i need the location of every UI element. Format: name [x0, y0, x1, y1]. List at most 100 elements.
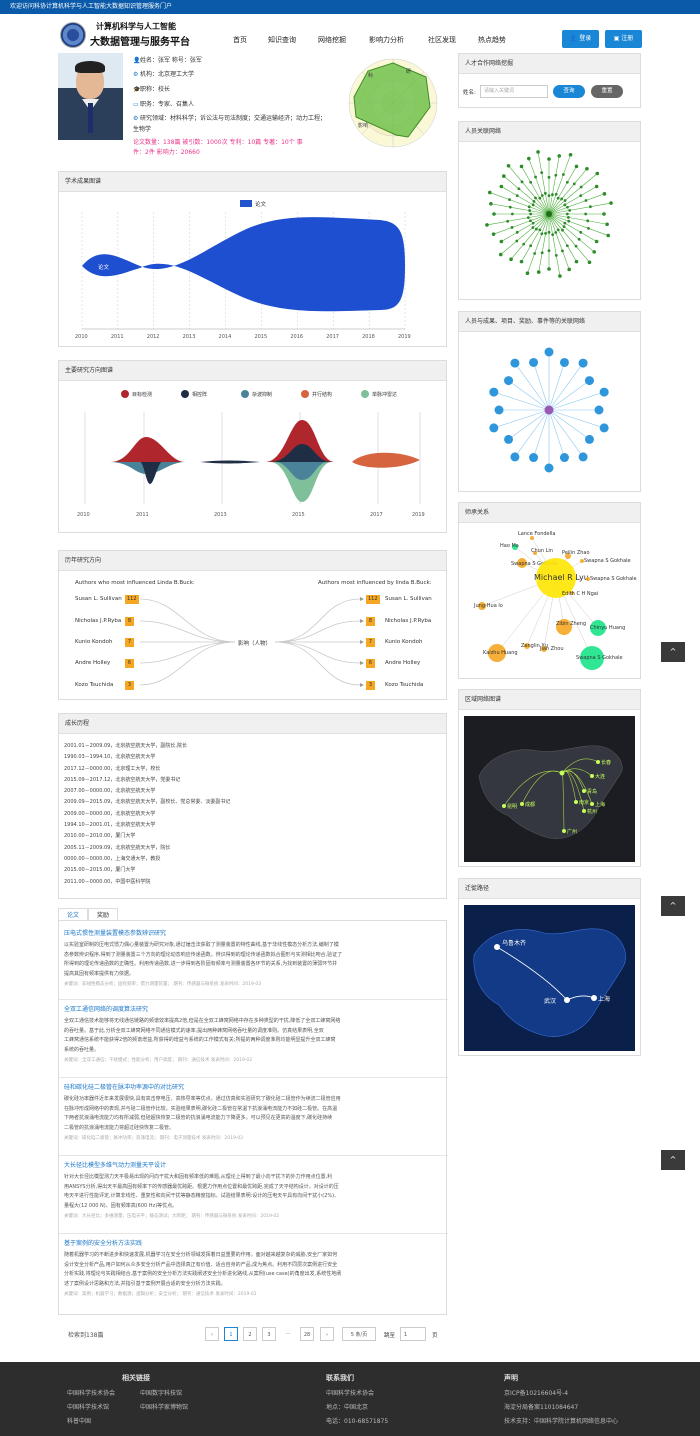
entity-node[interactable]	[529, 453, 539, 463]
influencer-name[interactable]: Kunio Kondoh	[75, 639, 113, 645]
network-node[interactable]	[547, 267, 551, 271]
entity-node[interactable]	[559, 453, 569, 463]
network-node[interactable]	[602, 192, 607, 196]
mentor-node[interactable]	[536, 558, 576, 598]
city-dot[interactable]	[574, 800, 578, 804]
prev-page-button[interactable]: ‹	[205, 1327, 219, 1341]
network-node[interactable]	[558, 274, 562, 278]
register-button[interactable]: ▣ 注册	[605, 30, 642, 48]
paper-title[interactable]: 全双工通信网络的调度算法研究	[64, 1006, 149, 1013]
nav-trend[interactable]: 热点趋势	[478, 36, 506, 44]
footer-link[interactable]: 中国数字科技馆	[140, 1390, 183, 1397]
paper-title[interactable]: 硅和碳化硅二极管在脉冲功率源中的对比研究	[64, 1084, 185, 1091]
mentor-node[interactable]	[517, 558, 527, 568]
mentor-node[interactable]	[541, 646, 547, 652]
city-dot[interactable]	[502, 804, 506, 808]
page-number[interactable]: 3	[262, 1327, 276, 1341]
influencer-name[interactable]: Nicholas J.P.Ryba	[75, 618, 122, 624]
mentor-node[interactable]	[590, 620, 606, 636]
mentor-node[interactable]	[530, 536, 534, 540]
city-dot[interactable]	[590, 774, 594, 778]
next-page-button[interactable]: ›	[320, 1327, 334, 1341]
entity-node[interactable]	[594, 405, 604, 415]
influenced-name[interactable]: Susan L. Sullivan	[385, 596, 432, 602]
city-dot[interactable]	[562, 829, 566, 833]
city-dot[interactable]	[590, 802, 594, 806]
network-node[interactable]	[536, 150, 540, 154]
reset-button[interactable]: 重置	[591, 85, 623, 98]
entity-node[interactable]	[489, 387, 499, 397]
mentor-node[interactable]	[488, 644, 506, 662]
network-node[interactable]	[568, 152, 573, 157]
paper-title[interactable]: 大长径比模型多维气动力测量天平设计	[64, 1162, 167, 1169]
nav-network[interactable]: 网络挖掘	[318, 36, 346, 44]
network-node[interactable]	[595, 171, 600, 176]
network-node[interactable]	[525, 271, 530, 276]
network-node[interactable]	[606, 233, 611, 238]
login-button[interactable]: 👤 登录	[562, 30, 599, 48]
entity-node[interactable]	[494, 405, 504, 415]
network-node[interactable]	[574, 259, 579, 264]
page-size-select[interactable]: 5 条/页	[342, 1327, 376, 1341]
query-button[interactable]: 查询	[553, 85, 585, 98]
entity-node[interactable]	[510, 358, 520, 368]
mentor-node[interactable]	[565, 553, 571, 559]
entity-node[interactable]	[584, 434, 594, 444]
network-node[interactable]	[489, 201, 493, 206]
network-node[interactable]	[605, 222, 609, 227]
network-node[interactable]	[602, 212, 606, 216]
influencer-name[interactable]: Kozo Tsuchida	[75, 682, 114, 688]
network-node[interactable]	[536, 270, 541, 274]
network-node[interactable]	[527, 156, 531, 161]
entity-node[interactable]	[529, 357, 539, 367]
center-node[interactable]	[544, 405, 554, 415]
footer-link[interactable]: 科普中国	[67, 1418, 92, 1425]
network-node[interactable]	[492, 212, 496, 216]
network-node[interactable]	[506, 163, 511, 168]
network-node[interactable]	[509, 257, 513, 261]
entity-node[interactable]	[578, 452, 588, 462]
mentor-node[interactable]	[478, 602, 486, 610]
page-number[interactable]: 1	[224, 1327, 238, 1341]
scroll-top-button[interactable]: ^	[661, 896, 685, 916]
network-node[interactable]	[502, 174, 506, 178]
logo-emblem-icon[interactable]	[60, 22, 86, 48]
influencer-name[interactable]: Andre Holley	[75, 660, 111, 666]
city-dot[interactable]	[596, 760, 600, 764]
network-node[interactable]	[587, 260, 592, 265]
scroll-top-button[interactable]: ^	[661, 1150, 685, 1170]
nav-home[interactable]: 首页	[233, 36, 247, 44]
paper-title[interactable]: 基于案例的安全分析方法实践	[64, 1240, 143, 1247]
entity-node[interactable]	[599, 423, 609, 433]
mentor-node[interactable]	[570, 591, 574, 595]
network-node[interactable]	[594, 239, 599, 244]
influenced-name[interactable]: Kunio Kondoh	[385, 639, 423, 645]
city-dot[interactable]	[582, 809, 586, 813]
network-node[interactable]	[567, 267, 571, 272]
influenced-name[interactable]: Kozo Tsuchida	[385, 682, 424, 688]
influenced-name[interactable]: Andre Holley	[385, 660, 421, 666]
network-node[interactable]	[557, 154, 562, 158]
network-node[interactable]	[519, 164, 524, 169]
page-number[interactable]: 28	[300, 1327, 314, 1341]
mentor-node[interactable]	[586, 577, 590, 581]
mentor-node[interactable]	[512, 544, 518, 550]
network-node[interactable]	[499, 239, 504, 244]
nav-community[interactable]: 社区发现	[428, 36, 456, 44]
network-node[interactable]	[498, 252, 503, 257]
mentor-node[interactable]	[533, 551, 537, 555]
network-node[interactable]	[519, 259, 524, 264]
network-node[interactable]	[594, 184, 599, 189]
mentor-node[interactable]	[524, 643, 530, 649]
entity-node[interactable]	[504, 434, 514, 444]
network-node[interactable]	[547, 157, 551, 161]
entity-node[interactable]	[510, 452, 520, 462]
nav-knowledge[interactable]: 知识查询	[268, 36, 296, 44]
page-number[interactable]: 2	[243, 1327, 257, 1341]
network-node[interactable]	[499, 184, 504, 189]
mentor-node[interactable]	[580, 559, 584, 563]
footer-link[interactable]: 中国科学技术馆	[67, 1404, 110, 1411]
entity-node[interactable]	[544, 463, 554, 473]
network-node[interactable]	[609, 201, 613, 205]
page-number[interactable]: ···	[281, 1327, 295, 1341]
